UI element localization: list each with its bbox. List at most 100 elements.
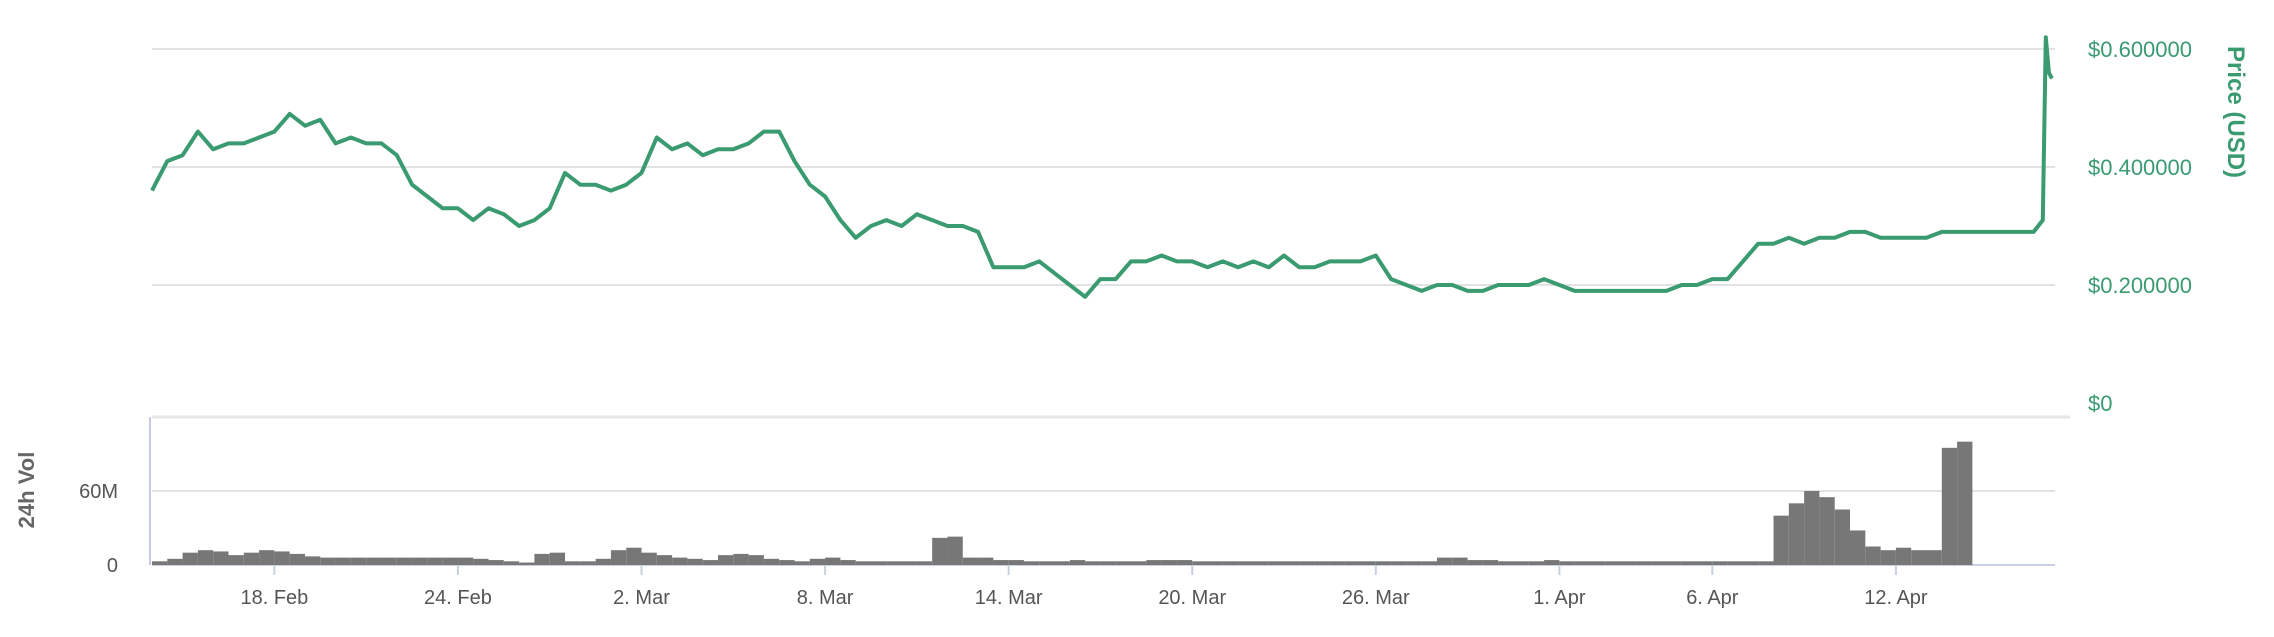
volume-bar [1069, 560, 1086, 565]
volume-bar [1957, 441, 1973, 565]
volume-bar [1865, 546, 1881, 565]
price-tick-label: $0.400000 [2088, 155, 2192, 180]
volume-bar [641, 552, 657, 565]
volume-bar [1023, 561, 1040, 565]
volume-bar [1207, 561, 1223, 565]
volume-bar [1452, 557, 1468, 565]
volume-bar [1115, 561, 1132, 565]
volume-bar [1085, 561, 1101, 565]
volume-bar [1620, 561, 1636, 565]
volume-bar [702, 560, 719, 565]
volume-bar [396, 557, 413, 565]
volume-bar [718, 555, 734, 565]
volume-bar [610, 550, 627, 565]
volume-bar [870, 561, 887, 565]
volume-bar [1651, 561, 1667, 565]
volume-bar [1911, 550, 1927, 565]
volume-bar [672, 557, 688, 565]
volume-bar [1697, 561, 1713, 565]
volume-bar [809, 558, 826, 565]
volume-bar [1284, 561, 1300, 565]
volume-bar [412, 557, 428, 565]
price-axis-title: Price (USD) [2222, 46, 2249, 178]
volume-axis-title: 24h Vol [14, 452, 39, 529]
x-axis-ticks: 18. Feb 24. Feb 2. Mar 8. Mar 14. Mar 20. Mar… [240, 565, 1928, 609]
volume-bar [167, 558, 183, 565]
x-tick-label: 6. Apr [1686, 587, 1739, 609]
volume-bar [304, 556, 321, 565]
volume-bar [259, 550, 275, 565]
volume-axis-ticks: 0 60M [79, 481, 118, 577]
volume-bar [152, 561, 168, 565]
volume-bar [763, 558, 780, 565]
x-tick-label: 20. Mar [1158, 587, 1226, 609]
volume-bar [886, 561, 902, 565]
price-series [150, 35, 2054, 299]
volume-bar [1222, 561, 1239, 565]
x-tick-label: 2. Mar [613, 587, 670, 609]
volume-bar [993, 560, 1009, 565]
x-tick-label: 14. Mar [975, 587, 1043, 609]
volume-bar [1605, 561, 1621, 565]
volume-bar [1528, 561, 1545, 565]
volume-bar [1161, 560, 1177, 565]
volume-bar [779, 560, 795, 565]
volume-bar [1513, 561, 1529, 565]
volume-bar [916, 561, 933, 565]
volume-bar [794, 561, 810, 565]
volume-bar [1681, 561, 1698, 565]
volume-bar [1436, 557, 1453, 565]
volume-bar [1773, 515, 1789, 565]
x-tick-label: 12. Apr [1864, 587, 1928, 609]
price-line [150, 35, 2054, 299]
volume-bar [182, 552, 198, 565]
volume-bar [580, 561, 596, 565]
volume-bar [1406, 561, 1422, 565]
volume-bar [1926, 550, 1942, 565]
volume-bar [855, 561, 871, 565]
volume-bar [1574, 561, 1590, 565]
volume-bar [901, 561, 917, 565]
volume-bar [1391, 561, 1407, 565]
volume-bar [1559, 561, 1575, 565]
volume-bar [978, 557, 994, 565]
volume-bar [1834, 509, 1851, 565]
volume-bar [825, 557, 841, 565]
volume-bar [1819, 497, 1835, 565]
volume-bar [1712, 561, 1728, 565]
price-axis-ticks: $0 $0.200000 $0.400000 $0.600000 [2088, 37, 2192, 416]
x-tick-label: 26. Mar [1342, 587, 1410, 609]
volume-bar [595, 558, 611, 565]
volume-bar [1100, 561, 1116, 565]
x-tick-label: 18. Feb [240, 587, 308, 609]
volume-bar [748, 555, 764, 565]
volume-bar [1253, 561, 1269, 565]
volume-bar [197, 550, 214, 565]
volume-bar [427, 557, 443, 565]
volume-bar [1727, 561, 1743, 565]
price-gridlines [152, 48, 2055, 286]
volume-bar [1941, 447, 1958, 565]
volume-bar [1467, 560, 1483, 565]
volume-bar [1329, 561, 1346, 565]
volume-bar [1008, 560, 1024, 565]
volume-bar [565, 561, 581, 565]
price-tick-label: $0.600000 [2088, 37, 2192, 62]
volume-bar [381, 557, 397, 565]
volume-bar [1666, 561, 1682, 565]
volume-bar [1589, 561, 1606, 565]
x-tick-label: 8. Mar [797, 587, 854, 609]
volume-bar [320, 557, 336, 565]
volume-bar [1375, 561, 1392, 565]
x-tick-label: 24. Feb [424, 587, 492, 609]
volume-bar [1054, 561, 1070, 565]
volume-bar [1788, 503, 1805, 565]
volume-bar [687, 558, 703, 565]
volume-bar [1345, 561, 1361, 565]
volume-bar [473, 558, 489, 565]
volume-bar [656, 555, 673, 565]
volume-bar [1544, 560, 1560, 565]
volume-bar [1146, 560, 1162, 565]
